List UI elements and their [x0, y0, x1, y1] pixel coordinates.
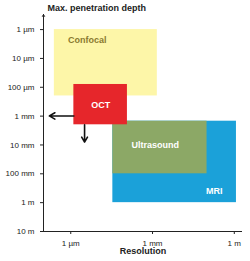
svg-text:Resolution: Resolution — [120, 246, 167, 256]
svg-text:1 µm: 1 µm — [17, 25, 35, 34]
svg-text:100 mm: 100 mm — [6, 169, 35, 178]
svg-text:100 µm: 100 µm — [8, 83, 35, 92]
svg-text:1 m: 1 m — [21, 198, 35, 207]
svg-text:10 m: 10 m — [17, 227, 35, 236]
svg-text:1 mm: 1 mm — [142, 239, 163, 249]
svg-text:1 mm: 1 mm — [15, 112, 35, 121]
svg-text:10 mm: 10 mm — [10, 141, 35, 150]
svg-text:OCT: OCT — [91, 100, 111, 110]
svg-text:1 m: 1 m — [228, 239, 242, 248]
svg-text:MRI: MRI — [206, 186, 223, 196]
svg-text:1 µm: 1 µm — [62, 239, 80, 248]
svg-text:Max. penetration depth: Max. penetration depth — [48, 3, 147, 13]
svg-text:Confocal: Confocal — [68, 35, 107, 45]
svg-text:Ultrasound: Ultrasound — [131, 140, 179, 150]
svg-text:10 µm: 10 µm — [12, 54, 35, 63]
